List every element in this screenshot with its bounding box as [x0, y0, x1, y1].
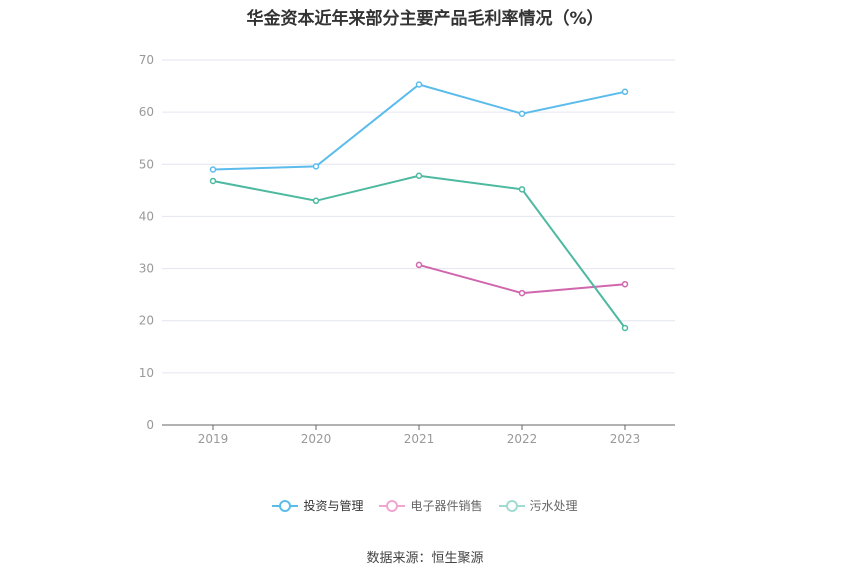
data-point	[518, 110, 526, 117]
data-point	[415, 172, 423, 180]
series-line	[212, 83, 626, 171]
y-tick-label: 10	[139, 366, 154, 380]
y-tick-label: 0	[146, 418, 154, 432]
legend-marker-icon	[272, 499, 299, 512]
legend-item-sewage[interactable]: 污水处理	[498, 497, 578, 514]
x-tick-label: 2019	[198, 432, 229, 446]
y-tick-label: 60	[139, 105, 154, 119]
series-line	[418, 263, 626, 295]
y-tick-label: 30	[139, 262, 154, 276]
axes: 0 10 20 30 40 50 60 70 2019 2020 2021 2022 2023	[139, 53, 675, 446]
grid-lines	[162, 59, 675, 374]
series-1	[415, 261, 629, 297]
data-point	[621, 324, 629, 332]
legend-item-electronics[interactable]: 电子器件销售	[379, 497, 483, 514]
data-point	[621, 88, 629, 96]
data-point	[518, 186, 526, 193]
data-point	[621, 280, 629, 288]
series-lines	[209, 81, 629, 332]
data-point	[518, 289, 526, 297]
y-tick-label: 40	[139, 209, 154, 223]
data-point	[312, 197, 320, 205]
x-tick-label: 2022	[507, 432, 538, 446]
data-point	[415, 81, 423, 88]
x-tick-label: 2023	[610, 432, 641, 446]
legend-label: 污水处理	[529, 499, 578, 513]
x-tick-label: 2020	[301, 432, 332, 446]
legend-item-investment[interactable]: 投资与管理	[272, 497, 363, 514]
series-line	[212, 174, 626, 329]
data-point	[209, 177, 217, 185]
chart-title: 华金资本近年来部分主要产品毛利率情况（%）	[246, 9, 604, 29]
data-point	[209, 166, 217, 173]
x-tick-label: 2021	[404, 432, 435, 446]
source-note: 数据来源：恒生聚源	[366, 551, 484, 566]
legend-label: 电子器件销售	[410, 499, 483, 513]
series-0	[209, 81, 629, 173]
data-point	[312, 163, 320, 170]
legend-marker-icon	[379, 499, 406, 512]
y-tick-label: 70	[139, 53, 154, 67]
legend: 投资与管理 电子器件销售 污水处理	[0, 497, 850, 514]
series-2	[209, 172, 629, 332]
legend-marker-icon	[498, 499, 525, 512]
data-point	[415, 261, 423, 269]
y-tick-label: 50	[139, 157, 154, 171]
legend-label: 投资与管理	[303, 499, 364, 513]
y-tick-label: 20	[139, 314, 154, 328]
